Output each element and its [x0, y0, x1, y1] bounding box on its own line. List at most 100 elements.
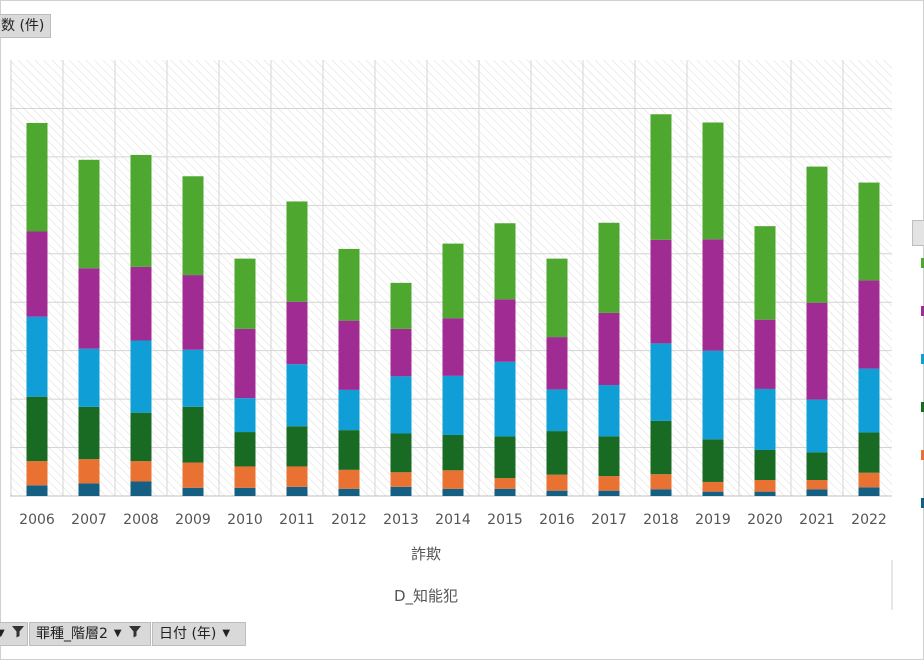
bar-segment-2011-s4[interactable] [286, 301, 308, 365]
bar-segment-2021-s3[interactable] [806, 399, 828, 453]
bar-segment-2012-s3[interactable] [338, 389, 360, 431]
legend-header-button[interactable] [912, 220, 924, 246]
bar-segment-2018-s5[interactable] [650, 114, 672, 240]
bar-segment-2015-s1[interactable] [494, 478, 516, 489]
bar-segment-2008-s5[interactable] [130, 154, 152, 267]
bar-segment-2011-s3[interactable] [286, 364, 308, 427]
bar-segment-2018-s3[interactable] [650, 343, 672, 421]
bar-segment-2019-s3[interactable] [702, 350, 724, 440]
bar-segment-2021-s5[interactable] [806, 166, 828, 303]
bar-segment-2022-s1[interactable] [858, 472, 880, 488]
bar-segment-2006-s5[interactable] [26, 122, 48, 232]
bar-segment-2015-s3[interactable] [494, 361, 516, 437]
bar-segment-2015-s4[interactable] [494, 299, 516, 362]
bar-segment-2014-s4[interactable] [442, 318, 464, 376]
bar-segment-2014-s3[interactable] [442, 375, 464, 435]
bar-segment-2022-s2[interactable] [858, 432, 880, 473]
bar-segment-2015-s0[interactable] [494, 488, 516, 496]
filter-field-button-1[interactable]: ▼ [0, 622, 28, 646]
bar-segment-2007-s1[interactable] [78, 459, 100, 484]
bar-segment-2014-s0[interactable] [442, 488, 464, 496]
bar-segment-2006-s3[interactable] [26, 316, 48, 397]
bar-segment-2022-s0[interactable] [858, 487, 880, 496]
bar-segment-2020-s4[interactable] [754, 319, 776, 389]
bar-segment-2010-s1[interactable] [234, 466, 256, 488]
bar-segment-2019-s1[interactable] [702, 481, 724, 492]
bar-segment-2008-s3[interactable] [130, 340, 152, 413]
bar-segment-2019-s2[interactable] [702, 439, 724, 482]
filter-field-button-3[interactable]: 日付 (年) ▼ [152, 622, 246, 646]
value-field-button[interactable]: 数 (件) [0, 14, 52, 38]
filter-field-button-2[interactable]: 罪種_階層2 ▼ [29, 622, 151, 646]
bar-segment-2016-s2[interactable] [546, 431, 568, 475]
bar-segment-2017-s3[interactable] [598, 385, 620, 437]
bar-segment-2010-s4[interactable] [234, 328, 256, 399]
bar-segment-2021-s0[interactable] [806, 489, 828, 496]
bar-segment-2012-s4[interactable] [338, 320, 360, 390]
bar-segment-2021-s2[interactable] [806, 452, 828, 481]
bar-segment-2007-s5[interactable] [78, 159, 100, 269]
bar-segment-2017-s2[interactable] [598, 436, 620, 477]
bar-segment-2021-s4[interactable] [806, 302, 828, 400]
bar-segment-2010-s2[interactable] [234, 432, 256, 467]
bar-segment-2020-s2[interactable] [754, 449, 776, 481]
bar-segment-2019-s0[interactable] [702, 491, 724, 496]
bar-segment-2013-s3[interactable] [390, 376, 412, 434]
bar-segment-2020-s0[interactable] [754, 491, 776, 496]
bar-segment-2019-s5[interactable] [702, 122, 724, 240]
bar-segment-2016-s3[interactable] [546, 389, 568, 432]
bar-segment-2009-s0[interactable] [182, 487, 204, 496]
bar-segment-2018-s4[interactable] [650, 239, 672, 344]
bar-segment-2007-s0[interactable] [78, 483, 100, 496]
bar-segment-2016-s4[interactable] [546, 337, 568, 390]
bar-segment-2022-s3[interactable] [858, 368, 880, 433]
bar-segment-2015-s2[interactable] [494, 436, 516, 479]
bar-segment-2008-s4[interactable] [130, 266, 152, 341]
bar-segment-2012-s0[interactable] [338, 488, 360, 496]
bar-segment-2007-s4[interactable] [78, 268, 100, 349]
bar-segment-2007-s3[interactable] [78, 348, 100, 407]
bar-segment-2012-s5[interactable] [338, 248, 360, 321]
bar-segment-2006-s1[interactable] [26, 461, 48, 486]
bar-segment-2008-s0[interactable] [130, 481, 152, 496]
bar-segment-2016-s0[interactable] [546, 490, 568, 496]
bar-segment-2014-s2[interactable] [442, 434, 464, 471]
bar-segment-2009-s3[interactable] [182, 349, 204, 407]
bar-segment-2020-s5[interactable] [754, 226, 776, 320]
bar-segment-2009-s4[interactable] [182, 275, 204, 350]
bar-segment-2009-s1[interactable] [182, 462, 204, 488]
bar-segment-2016-s5[interactable] [546, 258, 568, 338]
bar-segment-2012-s1[interactable] [338, 469, 360, 489]
bar-segment-2022-s5[interactable] [858, 182, 880, 281]
bar-segment-2011-s1[interactable] [286, 466, 308, 487]
bar-segment-2019-s4[interactable] [702, 239, 724, 351]
bar-segment-2006-s0[interactable] [26, 485, 48, 496]
bar-segment-2015-s5[interactable] [494, 223, 516, 300]
bar-segment-2018-s2[interactable] [650, 420, 672, 475]
bar-segment-2006-s4[interactable] [26, 231, 48, 317]
bar-segment-2010-s3[interactable] [234, 398, 256, 433]
bar-segment-2013-s2[interactable] [390, 433, 412, 473]
bar-segment-2022-s4[interactable] [858, 280, 880, 369]
bar-segment-2017-s5[interactable] [598, 222, 620, 313]
bar-segment-2014-s1[interactable] [442, 470, 464, 489]
bar-segment-2012-s2[interactable] [338, 430, 360, 470]
bar-segment-2010-s5[interactable] [234, 258, 256, 329]
bar-segment-2013-s0[interactable] [390, 486, 412, 496]
bar-segment-2013-s1[interactable] [390, 472, 412, 487]
bar-segment-2021-s1[interactable] [806, 480, 828, 490]
bar-segment-2011-s5[interactable] [286, 201, 308, 302]
bar-segment-2020-s3[interactable] [754, 388, 776, 450]
bar-segment-2010-s0[interactable] [234, 487, 256, 496]
bar-segment-2007-s2[interactable] [78, 406, 100, 460]
bar-segment-2009-s2[interactable] [182, 406, 204, 463]
bar-segment-2008-s1[interactable] [130, 461, 152, 482]
bar-segment-2018-s1[interactable] [650, 474, 672, 490]
bar-segment-2013-s4[interactable] [390, 328, 412, 377]
bar-segment-2017-s4[interactable] [598, 312, 620, 386]
bar-segment-2018-s0[interactable] [650, 489, 672, 496]
bar-segment-2008-s2[interactable] [130, 412, 152, 462]
bar-segment-2017-s1[interactable] [598, 476, 620, 491]
bar-segment-2011-s0[interactable] [286, 486, 308, 496]
bar-segment-2016-s1[interactable] [546, 474, 568, 491]
